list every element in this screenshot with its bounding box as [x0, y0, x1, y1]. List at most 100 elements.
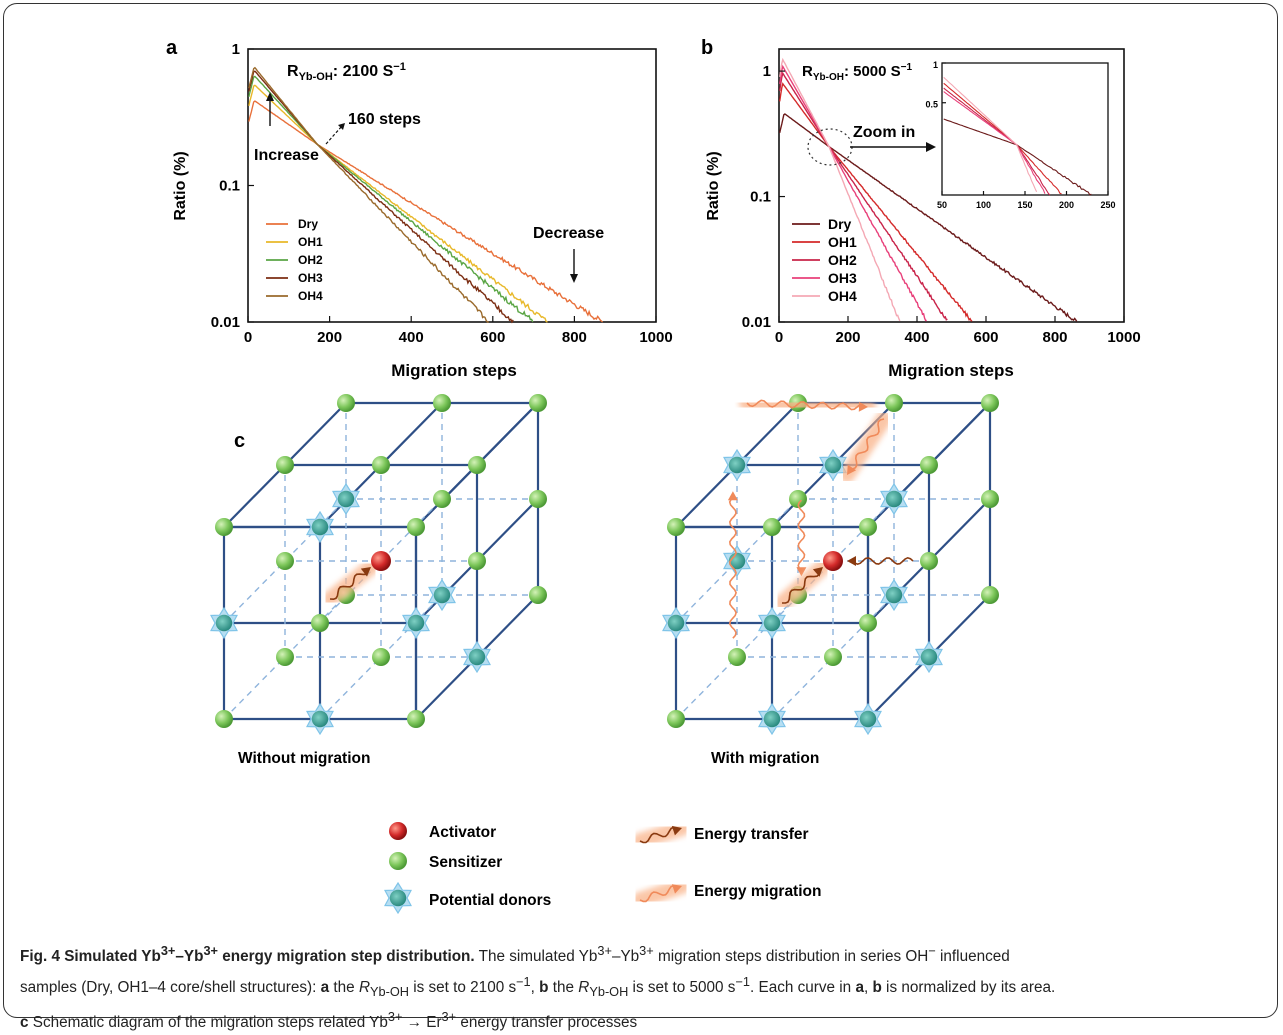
donor-core: [311, 518, 329, 536]
donor-core: [763, 614, 781, 632]
chart-a-ticks: 0 200 400 600 800 1000 0.01 0.1 1: [211, 41, 673, 346]
sensitizer-node: [885, 394, 903, 412]
inset-xtick-200: 200: [1059, 200, 1074, 210]
donor-node: [662, 606, 690, 640]
sensitizer-node: [667, 710, 685, 728]
chart-b-ytick-0.1: 0.1: [750, 189, 771, 206]
donor-core: [407, 614, 425, 632]
chart-b-frame: [778, 48, 1125, 323]
sensitizer-node: [407, 710, 425, 728]
donor-node: [758, 702, 786, 736]
legend-b-oh4: OH4: [828, 288, 857, 304]
legend-energy-migration: Energy migration: [694, 883, 821, 900]
donor-core: [728, 456, 746, 474]
donor-node: [402, 606, 430, 640]
decrease-arrowhead: [570, 274, 578, 283]
chart-b-series-oh4: [779, 57, 901, 322]
sensitizer-node: [859, 614, 877, 632]
chart-b-series-oh2: [779, 71, 948, 321]
sensitizer-node: [433, 394, 451, 412]
chart-b-xtick-800: 800: [1042, 329, 1067, 346]
donor-core: [433, 586, 451, 604]
arrow-head: [671, 825, 682, 836]
sensitizer-node: [337, 394, 355, 412]
donor-core: [667, 614, 685, 632]
donor-node: [428, 578, 456, 612]
chart-b-ylabel: Ratio (%): [705, 151, 722, 220]
chart-b-curves: [779, 57, 1078, 322]
steps160-arrow: [325, 125, 343, 145]
sensitizer-node: [981, 490, 999, 508]
donor-core: [389, 889, 407, 907]
inset-frame: [941, 62, 1109, 196]
chart-b-xtick-1000: 1000: [1107, 329, 1140, 346]
arrow-wave: [639, 826, 674, 844]
chart-a-series-oh2: [248, 75, 534, 323]
legend-a-oh1: OH1: [298, 235, 323, 249]
chart-a-xtick-200: 200: [317, 329, 342, 346]
arrow-wave: [329, 573, 367, 601]
chart-b-xtick-0: 0: [775, 329, 783, 346]
donor-core: [337, 490, 355, 508]
annotation-decrease: Decrease: [533, 225, 604, 242]
arrow-head: [727, 491, 738, 501]
lattice-legend: Activator Sensitizer Potential donors En…: [384, 820, 821, 915]
energy-transfer-icon: [632, 820, 690, 849]
label-without-migration: Without migration: [238, 750, 370, 767]
chart-a-series-oh3: [248, 70, 514, 324]
caption-title: Fig. 4 Simulated Yb3+–Yb3+ energy migrat…: [20, 943, 475, 966]
legend-a-oh3: OH3: [298, 271, 323, 285]
activator-icon: [389, 822, 407, 840]
lattice-hidden-edge: [319, 498, 443, 624]
donor-node: [723, 448, 751, 482]
sensitizer-node: [920, 552, 938, 570]
sensitizer-icon: [389, 852, 407, 870]
sensitizer-node: [276, 648, 294, 666]
donor-node: [463, 640, 491, 674]
legend-a-oh4: OH4: [298, 289, 323, 303]
legend-b-dry: Dry: [828, 216, 852, 232]
inset-xtick-50: 50: [937, 200, 947, 210]
inset-ytick-0.5: 0.5: [925, 100, 938, 110]
sensitizer-node: [763, 518, 781, 536]
figure-frame: a b c 0 200 400 600 800 1000 0.01 0.1 1 RYb-OH: …: [3, 3, 1278, 1031]
energy-transfer-legend-arrow: [632, 820, 690, 849]
inset-xtick-250: 250: [1100, 200, 1115, 210]
energy-migration-arrow: [793, 492, 810, 585]
sensitizer-node: [529, 394, 547, 412]
donor-core: [468, 648, 486, 666]
chart-b-ticks: 0 200 400 600 800 1000 0.01 0.1 1: [742, 63, 1141, 346]
sensitizer-node: [372, 648, 390, 666]
chart-a-xtick-400: 400: [399, 329, 424, 346]
chart-a-title: RYb-OH: 2100 S−1: [287, 61, 406, 83]
legend-b-oh3: OH3: [828, 270, 857, 286]
chart-a: 0 200 400 600 800 1000 0.01 0.1 1 RYb-OH: 2100 S…: [172, 41, 673, 380]
lattice-hidden-edge: [675, 498, 799, 624]
donor-core: [920, 648, 938, 666]
panel-b-letter: b: [701, 37, 713, 59]
arrow-head: [847, 556, 856, 566]
donor-core: [824, 456, 842, 474]
annotation-increase: Increase: [254, 147, 319, 164]
sensitizer-node: [468, 552, 486, 570]
lattice-hidden-edge: [771, 594, 895, 720]
donor-node: [880, 578, 908, 612]
sensitizer-node: [276, 456, 294, 474]
arrow-wave: [782, 573, 820, 604]
inset-series-oh3: [943, 91, 1046, 194]
sensitizer-node: [529, 490, 547, 508]
lattice-hidden-edge: [223, 594, 347, 720]
sensitizer-node: [859, 518, 877, 536]
donor-node: [306, 510, 334, 544]
inset-series-oh1: [943, 82, 1062, 195]
chart-b-series-oh1: [779, 82, 973, 322]
chart-b-ytick-0.01: 0.01: [742, 314, 771, 331]
arrow-glow: [839, 411, 892, 483]
zoom-arrowhead: [926, 142, 936, 152]
energy-transfer-arrow: [839, 553, 921, 569]
chart-a-xlabel: Migration steps: [391, 361, 517, 380]
sensitizer-node: [372, 456, 390, 474]
donor-core: [311, 710, 329, 728]
sensitizer-node: [824, 648, 842, 666]
chart-a-series-oh4: [248, 66, 489, 323]
